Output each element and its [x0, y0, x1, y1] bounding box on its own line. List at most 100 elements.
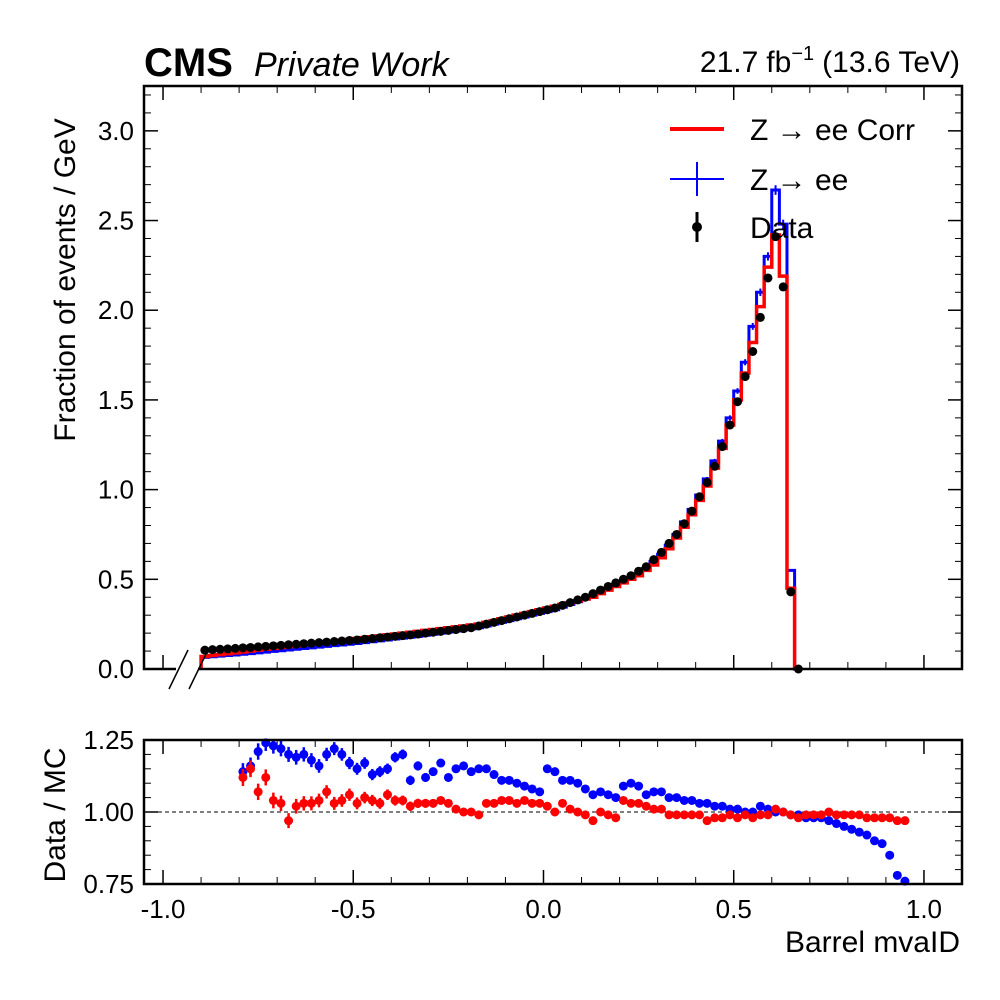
ratio-point-mc — [428, 767, 438, 777]
series-data-point — [702, 477, 712, 487]
ratio-point-mc — [337, 749, 347, 759]
lumi-label: 21.7 fb−1 (13.6 TeV) — [700, 43, 960, 79]
ratio-point-corr — [367, 795, 377, 805]
main-y-tick-label: 0.5 — [98, 564, 134, 594]
ratio-point-mc — [481, 764, 491, 774]
ratio-point-corr — [869, 813, 879, 823]
ratio-point-corr — [778, 807, 788, 817]
main-y-tick-label: 3.0 — [98, 116, 134, 146]
ratio-point-corr — [481, 798, 491, 808]
ratio-point-mc — [375, 767, 385, 777]
ratio-point-corr — [428, 798, 438, 808]
ratio-plot-frame — [142, 738, 964, 886]
series-data-point — [497, 616, 507, 626]
main-plot-frame — [142, 84, 964, 671]
ratio-point-mc — [344, 758, 354, 768]
series-data-point — [527, 608, 537, 618]
ratio-point-corr — [238, 772, 248, 782]
ratio-point-mc — [831, 819, 841, 829]
series-data-point — [656, 547, 666, 557]
ratio-point-mc — [824, 816, 834, 826]
series-data-point — [268, 641, 278, 651]
lumi-value: 21.7 — [700, 46, 758, 79]
ratio-point-mc — [702, 798, 712, 808]
series-data-point — [474, 621, 484, 631]
series-data-point — [382, 632, 392, 642]
series-data-point — [451, 625, 461, 635]
ratio-y-tick-label: 1.25 — [83, 725, 134, 755]
x-axis-title: Barrel mvaID — [785, 926, 960, 959]
series-data-point — [733, 397, 743, 407]
series-data-point — [634, 566, 644, 576]
ratio-point-mc — [314, 761, 324, 771]
main-y-axis-title: Fraction of events / GeV — [49, 118, 82, 441]
ratio-point-corr — [634, 798, 644, 808]
series-corr-step-line — [199, 233, 803, 671]
ratio-point-mc — [694, 798, 704, 808]
ratio-point-corr — [824, 807, 834, 817]
ratio-point-mc — [398, 749, 408, 759]
series-data-point — [725, 420, 735, 430]
ratio-point-corr — [702, 816, 712, 826]
main-y-tick-label: 2.5 — [98, 206, 134, 236]
series-data-point — [261, 641, 271, 651]
ratio-point-corr — [862, 813, 872, 823]
ratio-point-corr — [413, 798, 423, 808]
ratio-point-corr — [405, 801, 415, 811]
ratio-point-corr — [519, 795, 529, 805]
ratio-point-mc — [497, 775, 507, 785]
series-data-point — [710, 461, 720, 471]
ratio-point-corr — [748, 813, 758, 823]
ratio-point-mc — [634, 781, 644, 791]
ratio-point-mc — [489, 770, 499, 780]
ratio-point-corr — [885, 813, 895, 823]
ratio-point-corr — [573, 807, 583, 817]
ratio-point-mc — [512, 778, 522, 788]
ratio-point-corr — [717, 813, 727, 823]
ratio-point-corr — [398, 795, 408, 805]
series-data-point — [504, 614, 514, 624]
series-data-point — [558, 600, 568, 610]
series-data-point — [367, 634, 377, 644]
series-data-point — [238, 643, 248, 653]
ratio-point-mc — [390, 752, 400, 762]
series-data-point — [398, 631, 408, 641]
main-series — [199, 185, 803, 674]
ratio-point-mc — [382, 764, 392, 774]
series-data-point — [322, 637, 332, 647]
series-data-point — [771, 232, 781, 242]
legend: Z → ee Corr Z → ee Data — [670, 114, 915, 245]
ratio-point-corr — [618, 795, 628, 805]
axis-break-gap — [176, 666, 198, 672]
ratio-point-corr — [527, 798, 537, 808]
series-data-point — [641, 562, 651, 572]
ratio-point-mc — [306, 755, 316, 765]
ratio-point-corr — [649, 804, 659, 814]
ratio-point-corr — [733, 813, 743, 823]
series-data-point — [207, 645, 217, 655]
legend-label-mc: Z → ee — [750, 164, 848, 197]
main-panel: 0.0 0.5 1.0 1.5 2.0 2.5 3.0 — [98, 84, 964, 690]
series-data-point — [694, 492, 704, 502]
ratio-point-corr — [322, 787, 332, 797]
series-data-point — [550, 603, 560, 613]
ratio-point-corr — [542, 801, 552, 811]
ratio-point-mc — [839, 821, 849, 831]
ratio-point-corr — [329, 798, 339, 808]
energy-label: (13.6 TeV) — [822, 46, 960, 79]
ratio-point-corr — [725, 810, 735, 820]
series-data-point — [679, 519, 689, 529]
series-data-point — [352, 635, 362, 645]
ratio-point-mc — [733, 804, 743, 814]
ratio-point-mc — [451, 764, 461, 774]
ratio-point-corr — [710, 813, 720, 823]
ratio-point-corr — [816, 810, 826, 820]
axis-break-marker — [168, 649, 209, 690]
series-data-point — [246, 642, 256, 652]
series-data-point — [230, 643, 240, 653]
ratio-point-corr — [672, 810, 682, 820]
series-data-point — [580, 592, 590, 602]
ratio-point-corr — [603, 810, 613, 820]
series-data-point — [596, 585, 606, 595]
ratio-point-mc — [360, 758, 370, 768]
